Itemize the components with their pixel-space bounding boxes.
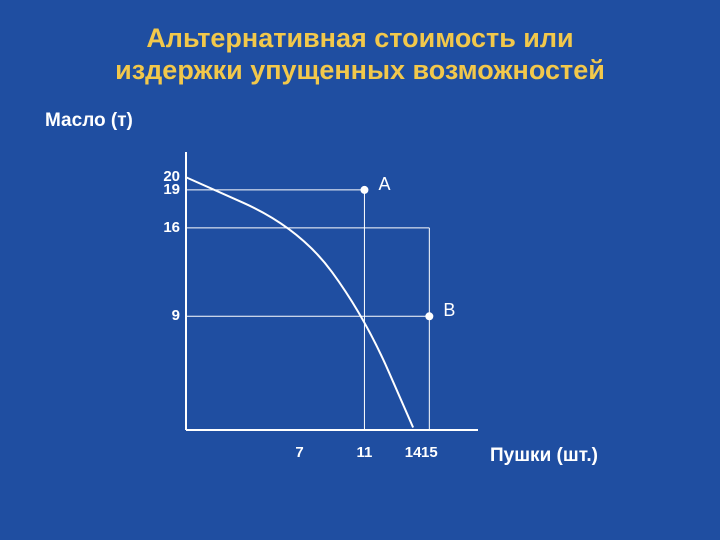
x-tick-15: 15 bbox=[415, 444, 443, 461]
x-tick-7: 7 bbox=[286, 444, 314, 461]
point-label-A: A bbox=[378, 174, 390, 195]
y-tick-16: 16 bbox=[150, 219, 180, 236]
point-label-B: B bbox=[443, 300, 455, 321]
ppf-curve bbox=[186, 177, 413, 427]
x-tick-11: 11 bbox=[350, 444, 378, 461]
y-tick-9: 9 bbox=[150, 307, 180, 324]
point-A bbox=[360, 186, 368, 194]
point-B bbox=[425, 312, 433, 320]
y-tick-19: 19 bbox=[150, 181, 180, 198]
